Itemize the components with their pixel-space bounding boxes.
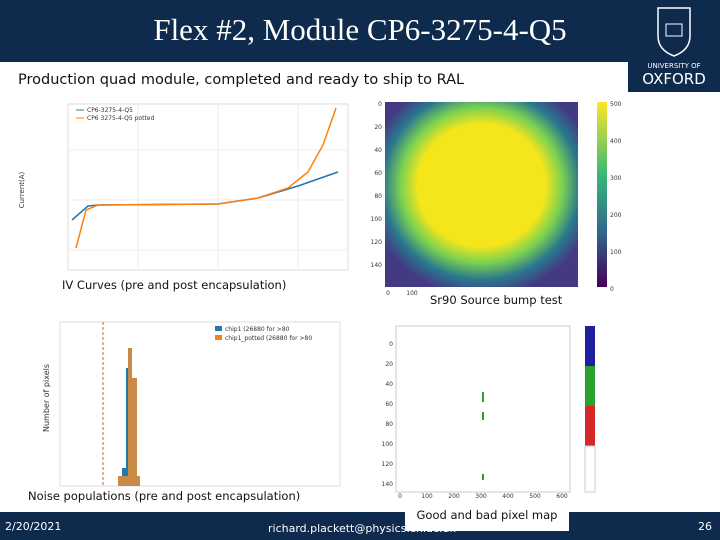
colorbar-tick-label: 0: [610, 286, 614, 293]
logo: UNIVERSITY OF OXFORD: [628, 0, 720, 92]
x-tick-label: 400: [502, 493, 514, 500]
x-tick-label: 0: [386, 290, 390, 297]
y-tick-label: 60: [385, 401, 393, 408]
x-tick-label: 600: [556, 493, 568, 500]
y-tick-label: 40: [374, 147, 382, 154]
y-tick-label: 60: [374, 170, 382, 177]
legend-label: chip1 (26880 for >80: [225, 326, 290, 333]
title-bar: [0, 0, 628, 62]
footer-bar: [0, 512, 720, 540]
y-axis-label: Current(A): [18, 171, 26, 208]
y-tick-label: 140: [382, 481, 394, 488]
colorbar-tick-label: 100: [610, 249, 622, 256]
caption: Good and bad pixel map: [405, 505, 569, 531]
y-axis-label: Number of pixels: [42, 364, 51, 432]
legend-label: CP6 3275-4-Q5 potted: [87, 115, 154, 122]
x-tick-label: 500: [529, 493, 541, 500]
y-tick-label: 20: [385, 361, 393, 368]
caption: Sr90 Source bump test: [430, 293, 563, 307]
crest: UNIVERSITY OF OXFORD: [642, 7, 706, 88]
legend-label: chip1_potted (26880 for >80: [225, 335, 312, 342]
slide-title: Flex #2, Module CP6-3275-4-Q5: [153, 12, 567, 47]
page-number: 26: [698, 520, 712, 533]
caption: IV Curves (pre and post encapsulation): [62, 278, 287, 292]
legend-label: CP6-3275-4-Q5: [87, 107, 133, 114]
colorbar-tick-label: 200: [610, 212, 622, 219]
colorbar-tick-label: 400: [610, 138, 622, 145]
y-tick-label: 100: [382, 441, 394, 448]
y-tick-label: 80: [385, 421, 393, 428]
y-tick-label: 0: [389, 341, 393, 348]
y-tick-label: 100: [371, 216, 383, 223]
x-tick-label: 100: [421, 493, 433, 500]
pixel-map: 0 20 40 60 80 100 120 140 0 100 200 300 400 500 600: [382, 325, 596, 500]
y-tick-label: 20: [374, 124, 382, 131]
noise-histogram: chip1 (26880 for >80 chip1_potted (26880…: [42, 321, 341, 487]
y-tick-label: 120: [382, 461, 394, 468]
y-tick-label: 80: [374, 193, 382, 200]
colorbar-tick-label: 300: [610, 175, 622, 182]
footer-date: 2/20/2021: [5, 520, 62, 533]
y-tick-label: 0: [378, 101, 382, 108]
y-tick-label: 140: [371, 262, 383, 269]
caption: Noise populations (pre and post encapsul…: [28, 489, 301, 503]
x-tick-label: 100: [406, 290, 418, 297]
iv-plot: CP6-3275-4-Q5 CP6 3275-4-Q5 potted Curre…: [18, 103, 349, 271]
x-tick-label: 200: [448, 493, 460, 500]
x-tick-label: 300: [475, 493, 487, 500]
subtitle: Production quad module, completed and re…: [18, 72, 465, 88]
y-tick-label: 40: [385, 381, 393, 388]
logo-line: OXFORD: [642, 70, 706, 88]
y-tick-label: 120: [371, 239, 383, 246]
sr90-map: 0 20 40 60 80 100 120 140 0 100 500 400 300 200 100 0: [371, 101, 622, 297]
colorbar-tick-label: 500: [610, 101, 622, 108]
logo-line: UNIVERSITY OF: [647, 62, 700, 70]
x-tick-label: 0: [398, 493, 402, 500]
